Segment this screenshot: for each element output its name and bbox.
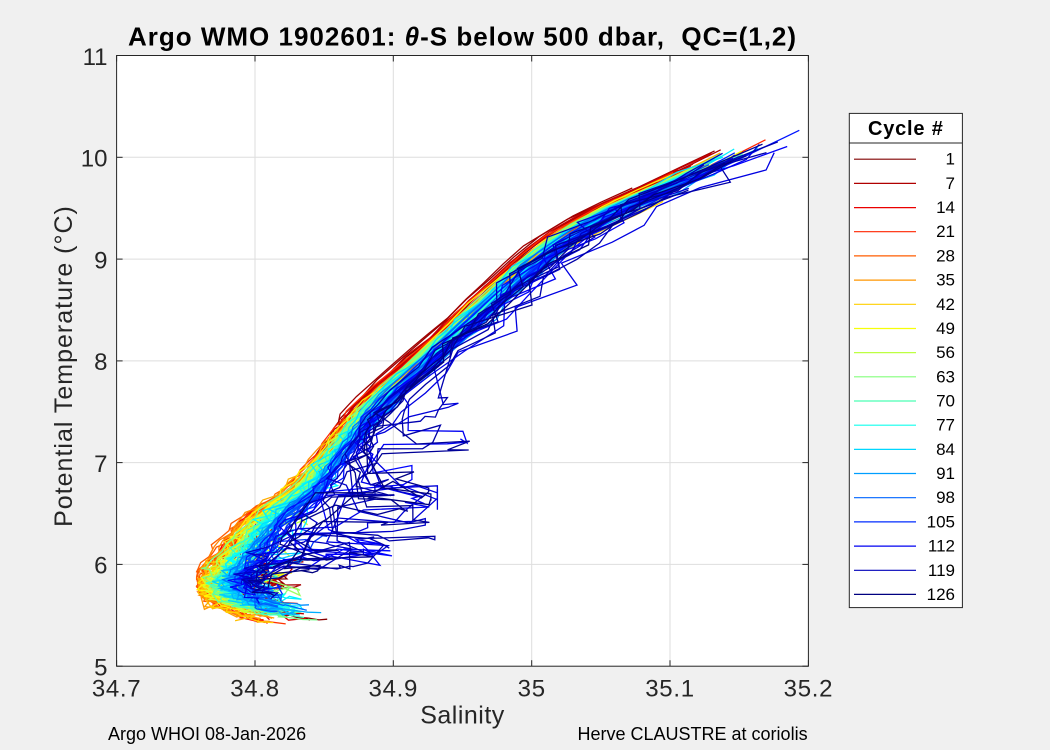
svg-text:126: 126 [927, 585, 955, 604]
svg-text:35: 35 [936, 271, 955, 290]
svg-text:5: 5 [94, 655, 107, 682]
svg-text:11: 11 [83, 44, 108, 71]
svg-text:119: 119 [928, 561, 955, 580]
svg-text:56: 56 [936, 343, 955, 362]
svg-text:105: 105 [927, 512, 955, 531]
svg-text:35.2: 35.2 [784, 676, 834, 703]
svg-text:84: 84 [936, 440, 955, 459]
svg-text:70: 70 [936, 392, 955, 411]
svg-text:34.9: 34.9 [369, 676, 419, 703]
svg-text:7: 7 [946, 174, 955, 193]
svg-text:1: 1 [946, 150, 955, 169]
svg-text:34.7: 34.7 [92, 676, 142, 703]
svg-text:Salinity: Salinity [420, 702, 505, 730]
svg-text:Herve CLAUSTRE at coriolis: Herve CLAUSTRE at coriolis [578, 724, 808, 744]
svg-text:91: 91 [936, 464, 955, 483]
svg-text:21: 21 [936, 222, 955, 241]
svg-text:42: 42 [936, 295, 955, 314]
svg-text:98: 98 [936, 488, 955, 507]
svg-text:Potential Temperature (°C): Potential Temperature (°C) [50, 205, 78, 527]
svg-text:Argo WHOI 08-Jan-2026: Argo WHOI 08-Jan-2026 [108, 724, 306, 744]
svg-text:34.8: 34.8 [230, 676, 280, 703]
svg-text:14: 14 [936, 198, 955, 217]
svg-text:112: 112 [928, 537, 955, 556]
svg-text:6: 6 [94, 553, 107, 580]
svg-text:7: 7 [94, 451, 107, 478]
svg-text:35: 35 [518, 676, 546, 703]
svg-text:28: 28 [936, 246, 955, 265]
svg-text:63: 63 [936, 367, 955, 386]
svg-text:35.1: 35.1 [645, 676, 695, 703]
svg-text:Cycle #: Cycle # [868, 118, 944, 140]
svg-text:10: 10 [81, 146, 108, 173]
svg-text:Argo WMO 1902601: θ-S below 50: Argo WMO 1902601: θ-S below 500 dbar, QC… [128, 22, 797, 52]
svg-text:8: 8 [94, 349, 107, 376]
svg-text:49: 49 [936, 319, 955, 338]
svg-text:9: 9 [94, 247, 107, 274]
svg-text:77: 77 [936, 416, 955, 435]
